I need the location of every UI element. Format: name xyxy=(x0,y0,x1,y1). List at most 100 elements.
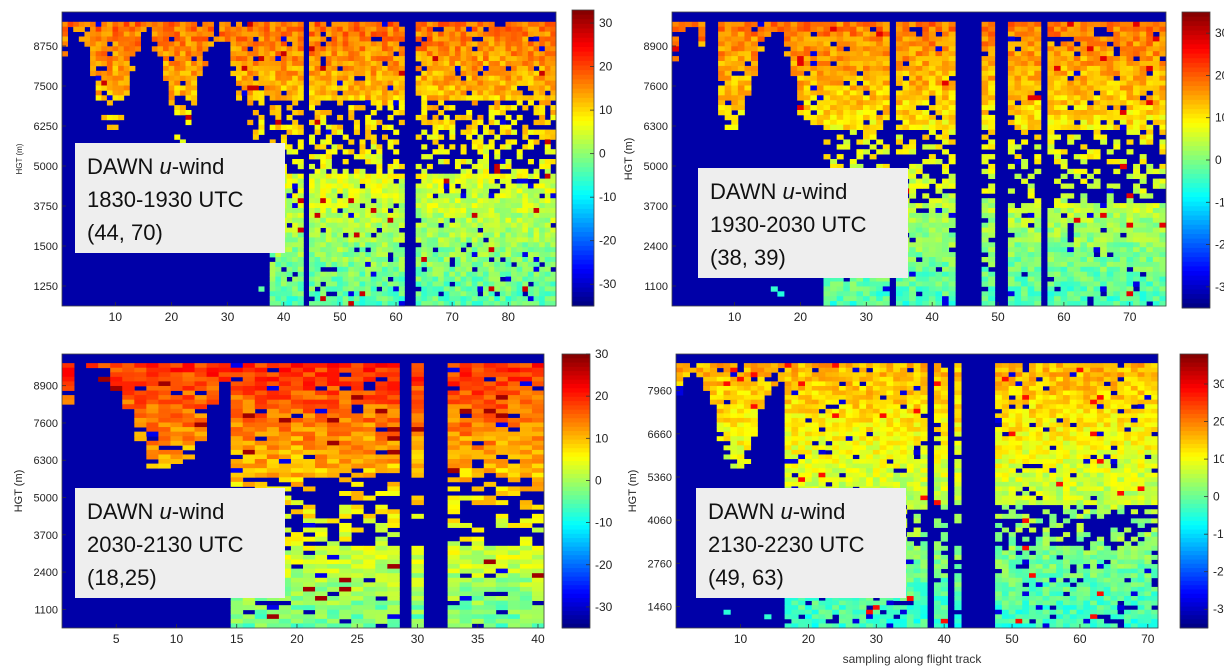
colorbar-tick-label: -30 xyxy=(1213,602,1224,616)
colorbar-segment xyxy=(1180,358,1208,363)
colorbar-segment xyxy=(562,607,590,612)
colorbar-segment xyxy=(572,274,594,279)
colorbar-tick-label: -20 xyxy=(595,558,613,572)
colorbar-segment xyxy=(562,405,590,410)
colorbar-segment xyxy=(572,29,594,34)
colorbar-segment xyxy=(1180,500,1208,505)
colorbar-segment xyxy=(572,186,594,191)
colorbar-segment xyxy=(572,126,594,131)
colorbar-segment xyxy=(1182,128,1210,133)
colorbar-segment xyxy=(1182,105,1210,110)
colorbar-tick-label: 0 xyxy=(599,147,606,161)
colorbar-segment xyxy=(572,75,594,80)
y-tick-label: 2760 xyxy=(648,558,672,570)
colorbar-segment xyxy=(1182,81,1210,86)
colorbar-segment xyxy=(1182,91,1210,96)
colorbar-segment xyxy=(1180,474,1208,479)
colorbar-segment xyxy=(572,84,594,89)
x-tick-label: 30 xyxy=(411,632,425,646)
colorbar-segment xyxy=(562,375,590,380)
colorbar-tick-label: -10 xyxy=(1215,195,1224,209)
x-tick-label: 10 xyxy=(109,310,123,324)
y-tick-label: 6660 xyxy=(648,429,672,441)
y-tick-label: 3700 xyxy=(34,530,58,542)
colorbar-segment xyxy=(572,47,594,52)
colorbar-segment xyxy=(562,461,590,466)
colorbar-segment xyxy=(1182,280,1210,285)
y-tick-label: 6300 xyxy=(34,455,58,467)
colorbar-segment xyxy=(1182,271,1210,276)
colorbar-segment xyxy=(562,508,590,513)
x-tick-label: 30 xyxy=(860,310,874,324)
colorbar-segment xyxy=(1182,132,1210,137)
annotation-line-1: DAWN u-wind xyxy=(87,499,224,524)
colorbar-segment xyxy=(572,177,594,182)
annotation-line-1: DAWN u-wind xyxy=(87,154,224,179)
colorbar-segment xyxy=(562,560,590,565)
colorbar-segment xyxy=(572,260,594,265)
colorbar-tick-label: 0 xyxy=(595,473,602,487)
colorbar-segment xyxy=(562,602,590,607)
colorbar-segment xyxy=(562,568,590,573)
colorbar-segment xyxy=(1182,31,1210,36)
colorbar-segment xyxy=(572,246,594,251)
colorbar-segment xyxy=(1180,551,1208,556)
x-tick-label: 70 xyxy=(1141,632,1155,646)
colorbar-segment xyxy=(562,538,590,543)
x-tick-label: 50 xyxy=(333,310,347,324)
colorbar-segment xyxy=(562,517,590,522)
colorbar-tick-label: 30 xyxy=(599,16,613,30)
colorbar-segment xyxy=(1182,86,1210,91)
x-tick-label: 40 xyxy=(925,310,939,324)
colorbar-segment xyxy=(562,397,590,402)
colorbar-segment xyxy=(1180,482,1208,487)
x-tick-label: 20 xyxy=(165,310,179,324)
colorbar-tick-label: -10 xyxy=(1213,527,1224,541)
colorbar-segment xyxy=(1182,183,1210,188)
x-tick-label: 80 xyxy=(502,310,516,324)
annotation-text: DAWN xyxy=(87,154,160,179)
colorbar-segment xyxy=(1182,248,1210,253)
annotation-text: DAWN xyxy=(708,499,781,524)
colorbar-segment xyxy=(1180,615,1208,620)
y-tick-label: 1500 xyxy=(34,241,58,253)
colorbar-segment xyxy=(572,135,594,140)
colorbar-segment xyxy=(1180,555,1208,560)
colorbar-segment xyxy=(562,500,590,505)
y-tick-label: 8900 xyxy=(34,381,58,393)
y-tick-label: 3700 xyxy=(644,201,668,213)
colorbar-tick-label: 20 xyxy=(1213,415,1224,429)
colorbar-segment xyxy=(1182,77,1210,82)
colorbar-segment xyxy=(562,363,590,368)
colorbar-segment xyxy=(572,79,594,84)
colorbar-segment xyxy=(572,255,594,260)
colorbar-segment xyxy=(562,367,590,372)
colorbar-segment xyxy=(1180,444,1208,449)
colorbar-segment xyxy=(1182,146,1210,151)
colorbar-segment xyxy=(1182,220,1210,225)
colorbar-segment xyxy=(1182,211,1210,216)
colorbar-segment xyxy=(1182,49,1210,54)
colorbar-segment xyxy=(1182,137,1210,142)
colorbar-segment xyxy=(562,423,590,428)
y-tick-label: 2400 xyxy=(34,567,58,579)
colorbar-segment xyxy=(1180,410,1208,415)
colorbar-segment xyxy=(1182,142,1210,147)
colorbar-segment xyxy=(1182,109,1210,114)
colorbar-segment xyxy=(1180,354,1208,359)
x-tick-label: 50 xyxy=(1005,632,1019,646)
annotation-time-range: 1930-2030 UTC xyxy=(710,212,867,237)
colorbar-segment xyxy=(572,172,594,177)
x-tick-label: 20 xyxy=(802,632,816,646)
colorbar-segment xyxy=(562,487,590,492)
colorbar-tick-label: 30 xyxy=(1215,26,1224,40)
colorbar-segment xyxy=(562,452,590,457)
colorbar-segment xyxy=(1182,202,1210,207)
colorbar-segment xyxy=(1180,589,1208,594)
colorbar-segment xyxy=(562,401,590,406)
colorbar-segment xyxy=(572,93,594,98)
